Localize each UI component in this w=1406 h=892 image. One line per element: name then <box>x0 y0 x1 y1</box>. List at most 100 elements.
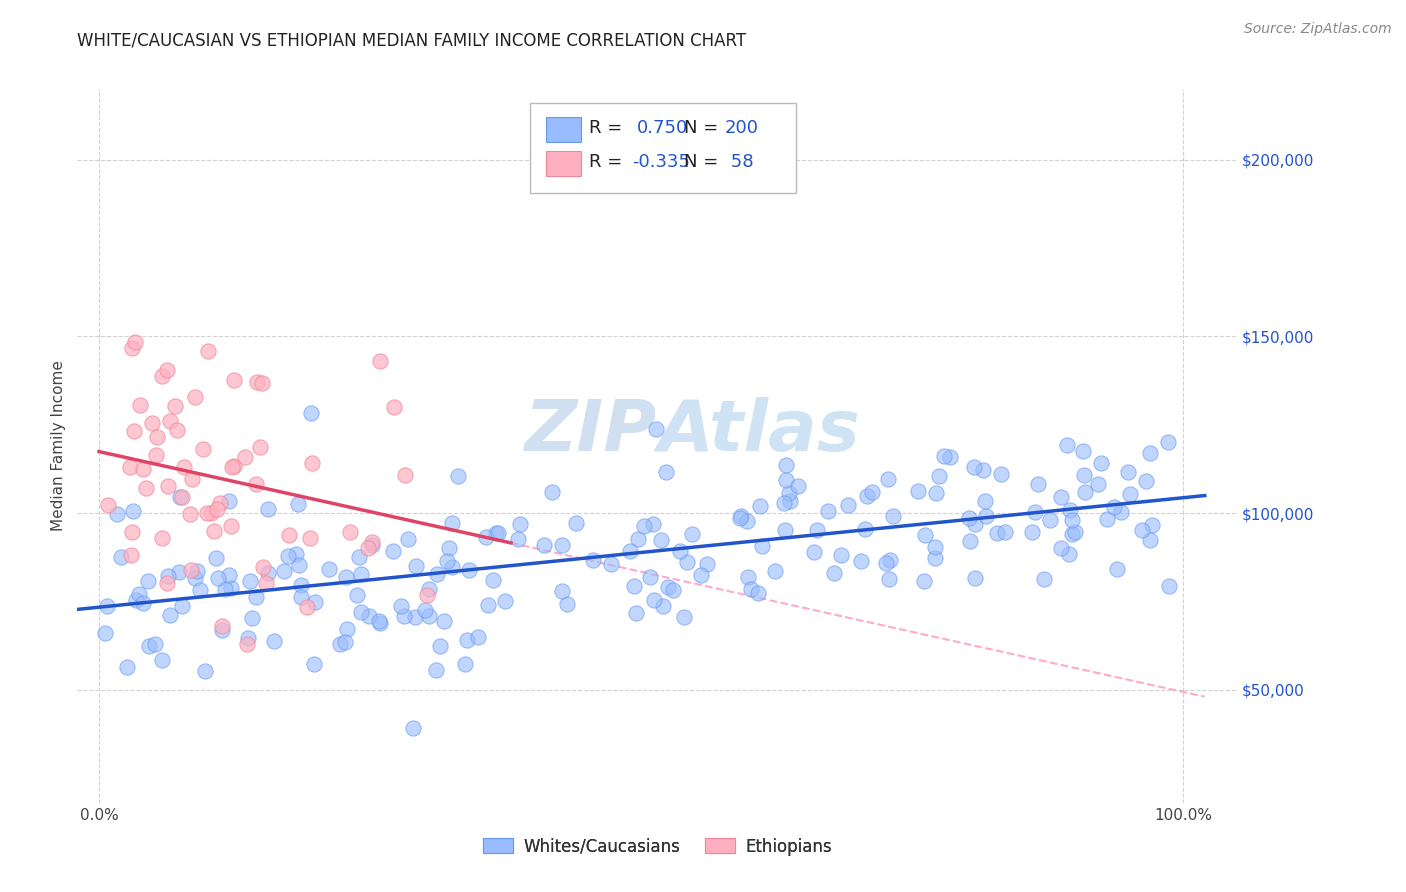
Point <box>418 582 440 596</box>
Point <box>965 516 987 531</box>
Point <box>457 563 479 577</box>
Point <box>426 567 449 582</box>
Point <box>257 566 280 580</box>
Point <box>146 430 169 444</box>
Point <box>239 574 262 588</box>
Point <box>1071 444 1094 458</box>
Point <box>928 469 950 483</box>
Point <box>128 398 150 412</box>
Point <box>219 519 242 533</box>
Point <box>747 585 769 599</box>
Point <box>141 416 163 430</box>
Point <box>1026 477 1049 491</box>
Point <box>965 571 987 585</box>
Text: N =: N = <box>683 153 718 171</box>
Point <box>657 580 679 594</box>
Point <box>696 557 718 571</box>
Point <box>186 564 208 578</box>
Point <box>125 593 148 607</box>
Point <box>817 504 839 518</box>
Point <box>751 540 773 554</box>
Point <box>169 491 191 505</box>
Point <box>236 631 259 645</box>
Point <box>990 467 1012 481</box>
Text: R =: R = <box>589 120 628 137</box>
Text: WHITE/CAUCASIAN VS ETHIOPIAN MEDIAN FAMILY INCOME CORRELATION CHART: WHITE/CAUCASIAN VS ETHIOPIAN MEDIAN FAMI… <box>77 31 747 49</box>
Point <box>508 533 530 547</box>
Point <box>676 555 699 569</box>
Point <box>221 582 243 596</box>
Point <box>132 462 155 476</box>
Point <box>143 637 166 651</box>
Point <box>298 531 321 545</box>
Point <box>425 663 447 677</box>
Point <box>627 533 650 547</box>
Point <box>329 637 352 651</box>
Point <box>120 460 142 475</box>
Point <box>188 583 211 598</box>
Text: -0.335: -0.335 <box>631 153 690 171</box>
Point <box>336 622 359 636</box>
Point <box>912 574 935 589</box>
Point <box>972 463 994 477</box>
Point <box>278 528 301 542</box>
Point <box>207 571 229 585</box>
FancyBboxPatch shape <box>546 117 581 142</box>
Text: 0.750: 0.750 <box>637 120 688 137</box>
Point <box>959 534 981 549</box>
Point <box>94 626 117 640</box>
Point <box>1130 524 1153 538</box>
Point <box>224 458 246 473</box>
Point <box>252 560 274 574</box>
Y-axis label: Median Family Income: Median Family Income <box>51 360 66 532</box>
Point <box>246 375 269 389</box>
Point <box>180 563 202 577</box>
Point <box>166 423 188 437</box>
Point <box>1087 477 1109 491</box>
Point <box>195 506 218 520</box>
Point <box>925 486 948 500</box>
Point <box>1118 487 1140 501</box>
Point <box>624 607 647 621</box>
Point <box>1060 527 1083 541</box>
Text: Source: ZipAtlas.com: Source: ZipAtlas.com <box>1244 22 1392 37</box>
Text: R =: R = <box>589 153 621 171</box>
Point <box>318 562 340 576</box>
Point <box>245 477 267 491</box>
Point <box>540 485 562 500</box>
Point <box>875 556 897 570</box>
Point <box>165 399 187 413</box>
Point <box>122 504 145 518</box>
Point <box>1116 465 1139 479</box>
Point <box>367 614 389 628</box>
Point <box>662 582 685 597</box>
Point <box>288 558 311 573</box>
Point <box>914 528 936 542</box>
Point <box>454 657 477 671</box>
Point <box>184 571 207 585</box>
Point <box>650 533 672 548</box>
Point <box>1074 484 1097 499</box>
Point <box>1032 572 1054 586</box>
Point <box>440 516 463 530</box>
Point <box>339 524 361 539</box>
Point <box>361 534 384 549</box>
Point <box>110 549 132 564</box>
Point <box>200 506 222 520</box>
Point <box>482 574 505 588</box>
Point <box>803 545 825 559</box>
Point <box>1156 434 1178 449</box>
Point <box>779 493 801 508</box>
Point <box>645 422 668 436</box>
Text: Atlas: Atlas <box>658 397 860 467</box>
Point <box>486 525 509 540</box>
Point <box>418 609 440 624</box>
Point <box>285 547 308 561</box>
Point <box>159 607 181 622</box>
Point <box>402 721 425 735</box>
Point <box>551 584 574 599</box>
Point <box>775 474 797 488</box>
Point <box>939 450 962 464</box>
Point <box>440 559 463 574</box>
Point <box>301 457 323 471</box>
